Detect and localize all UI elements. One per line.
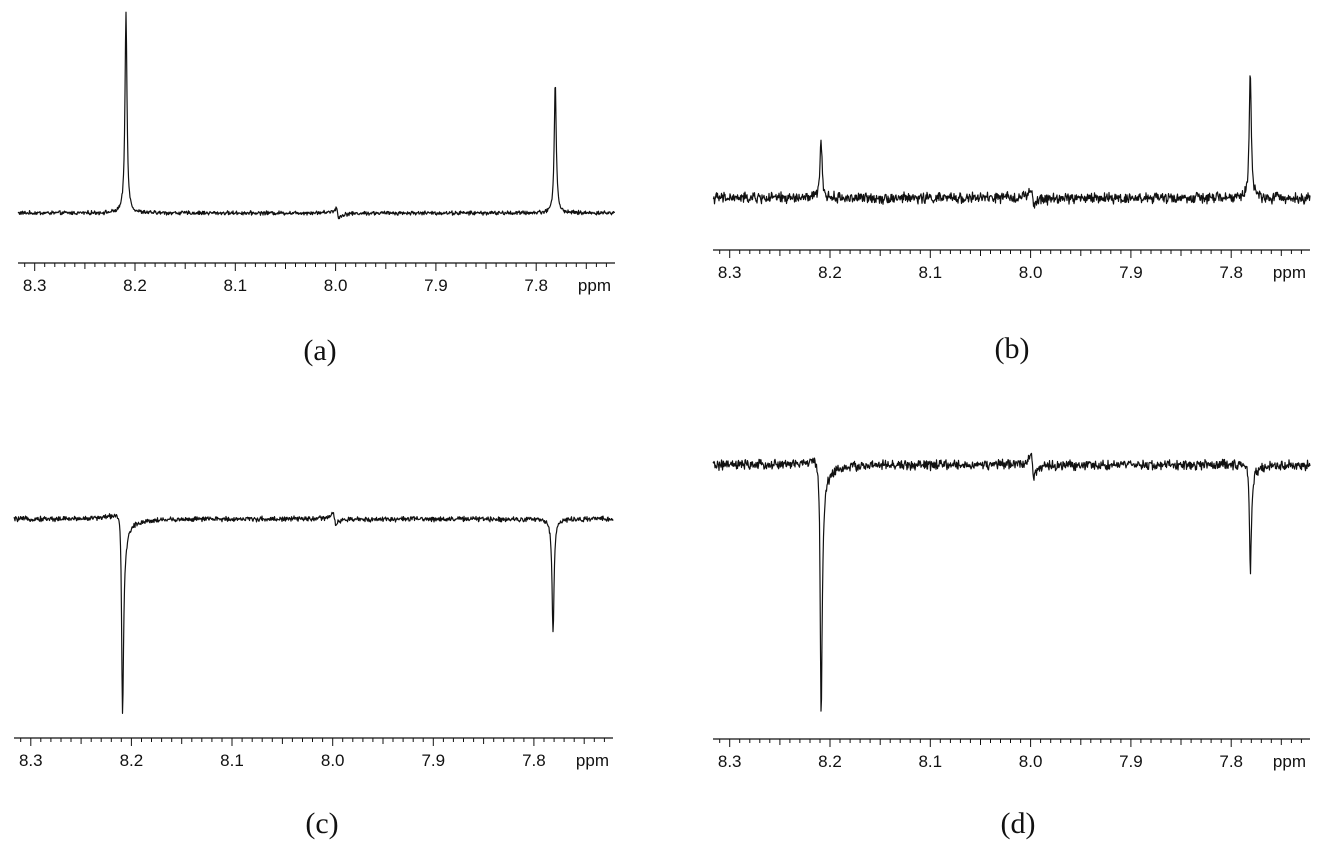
panel-c: 8.3 8.2 8.1 8.0 7.9 7.8 ppm (c) [13, 511, 614, 840]
panel-b: 8.3 8.2 8.1 8.0 7.9 7.8 ppm (b) [712, 75, 1311, 365]
x-tick-label: 8.1 [220, 751, 244, 770]
x-tick-label: 8.3 [718, 263, 742, 282]
x-tick-label: 7.9 [421, 751, 445, 770]
spectrum-trace [712, 75, 1311, 209]
x-tick-label: 8.2 [818, 263, 842, 282]
x-tick-label: 8.2 [818, 752, 842, 771]
x-tick-label: 8.1 [918, 263, 942, 282]
x-tick-label: 8.0 [324, 276, 348, 295]
spectrum-trace [13, 511, 614, 714]
x-unit-label: ppm [1273, 263, 1306, 282]
x-tick-label: 7.8 [1219, 752, 1243, 771]
x-tick-label: 8.1 [223, 276, 247, 295]
panel-d: 8.3 8.2 8.1 8.0 7.9 7.8 ppm (d) [712, 452, 1311, 840]
x-tick-label: 7.9 [424, 276, 448, 295]
panel-a: 8.3 8.2 8.1 8.0 7.9 7.8 ppm (a) [17, 11, 616, 367]
panel-label: (d) [1001, 807, 1036, 840]
x-tick-label: 7.8 [1219, 263, 1243, 282]
x-tick-label: 8.0 [1019, 263, 1043, 282]
x-tick-label: 7.9 [1119, 752, 1143, 771]
x-tick-label: 8.3 [718, 752, 742, 771]
panel-label: (b) [995, 332, 1030, 365]
spectrum-trace [17, 11, 616, 220]
x-tick-label: 8.1 [918, 752, 942, 771]
x-tick-label: 8.2 [120, 751, 144, 770]
spectrum-trace [712, 452, 1311, 712]
x-tick-label: 8.0 [1019, 752, 1043, 771]
x-unit-label: ppm [1273, 752, 1306, 771]
x-tick-label: 8.3 [23, 276, 47, 295]
panel-label: (c) [305, 807, 338, 840]
x-tick-label: 7.9 [1119, 263, 1143, 282]
x-tick-label: 8.3 [19, 751, 43, 770]
x-tick-label: 8.2 [123, 276, 147, 295]
x-tick-label: 7.8 [524, 276, 548, 295]
x-tick-label: 8.0 [321, 751, 345, 770]
x-tick-label: 7.8 [522, 751, 546, 770]
panel-label: (a) [303, 334, 336, 367]
x-unit-label: ppm [578, 276, 611, 295]
x-unit-label: ppm [576, 751, 609, 770]
